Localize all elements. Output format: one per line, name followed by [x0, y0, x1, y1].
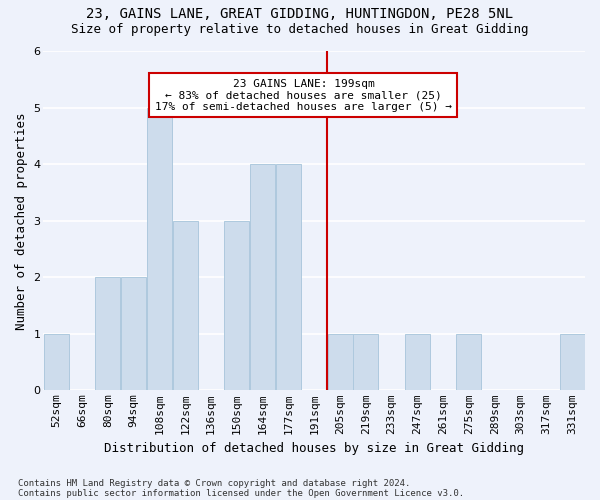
Bar: [44, 334, 69, 390]
Bar: [353, 334, 379, 390]
Text: 23 GAINS LANE: 199sqm
← 83% of detached houses are smaller (25)
17% of semi-deta: 23 GAINS LANE: 199sqm ← 83% of detached …: [155, 78, 452, 112]
Bar: [560, 334, 584, 390]
Text: 23, GAINS LANE, GREAT GIDDING, HUNTINGDON, PE28 5NL: 23, GAINS LANE, GREAT GIDDING, HUNTINGDO…: [86, 8, 514, 22]
Text: Size of property relative to detached houses in Great Gidding: Size of property relative to detached ho…: [71, 22, 529, 36]
Bar: [405, 334, 430, 390]
Bar: [147, 108, 172, 391]
Bar: [276, 164, 301, 390]
Bar: [121, 278, 146, 390]
Text: Contains HM Land Registry data © Crown copyright and database right 2024.: Contains HM Land Registry data © Crown c…: [18, 478, 410, 488]
Text: Contains public sector information licensed under the Open Government Licence v3: Contains public sector information licen…: [18, 488, 464, 498]
Y-axis label: Number of detached properties: Number of detached properties: [15, 112, 28, 330]
Bar: [173, 221, 198, 390]
Bar: [457, 334, 481, 390]
Bar: [95, 278, 121, 390]
Bar: [250, 164, 275, 390]
Bar: [224, 221, 250, 390]
Bar: [328, 334, 353, 390]
X-axis label: Distribution of detached houses by size in Great Gidding: Distribution of detached houses by size …: [104, 442, 524, 455]
